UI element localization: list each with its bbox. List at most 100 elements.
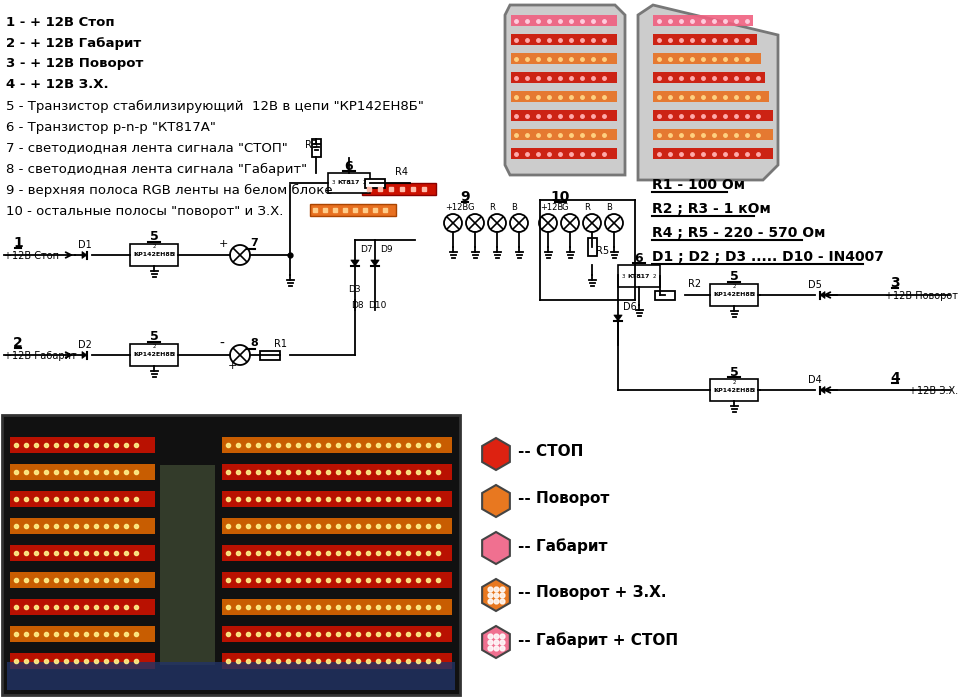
Bar [10, 464, 155, 480]
Text: 1: 1 [637, 273, 640, 278]
Text: КР142ЕН8Б: КР142ЕН8Б [713, 387, 755, 393]
Bar [310, 204, 396, 216]
Bar [130, 244, 178, 266]
Text: 9 - верхняя полоса RGB ленты на белом блоке: 9 - верхняя полоса RGB ленты на белом бл… [6, 183, 332, 196]
Bar [618, 265, 660, 287]
Bar [653, 91, 769, 102]
Text: -- Поворот: -- Поворот [518, 491, 610, 507]
Bar [222, 653, 452, 669]
Bar [328, 173, 370, 193]
Circle shape [583, 214, 601, 232]
Text: R2 ; R3 - 1 кОм: R2 ; R3 - 1 кОм [652, 202, 771, 216]
Bar [222, 545, 452, 561]
Circle shape [539, 214, 557, 232]
Text: -- Поворот + З.Х.: -- Поворот + З.Х. [518, 586, 666, 600]
Bar [653, 53, 761, 64]
Text: 7: 7 [250, 238, 257, 248]
Polygon shape [613, 315, 622, 321]
Text: +12В Поворот: +12В Поворот [885, 291, 958, 301]
Text: 10: 10 [550, 190, 569, 204]
Text: 3: 3 [622, 273, 626, 278]
Text: 7 - светодиодная лента сигнала "СТОП": 7 - светодиодная лента сигнала "СТОП" [6, 141, 288, 154]
Text: D2: D2 [78, 340, 92, 350]
Polygon shape [505, 5, 625, 175]
Bar [10, 545, 155, 561]
Text: R: R [584, 203, 589, 212]
Text: B: B [511, 203, 516, 212]
Polygon shape [638, 5, 778, 180]
Bar [260, 351, 280, 360]
Bar [222, 437, 452, 453]
Bar [511, 110, 617, 121]
Text: R1 - 100 Ом: R1 - 100 Ом [652, 178, 745, 192]
Bar [511, 53, 617, 64]
Text: 2: 2 [13, 336, 23, 350]
Text: 2: 2 [653, 273, 656, 278]
Text: КТ817: КТ817 [338, 180, 360, 185]
Text: КР142ЕН8Б: КР142ЕН8Б [133, 352, 175, 357]
Bar [312, 139, 321, 157]
Bar [10, 518, 155, 534]
Bar [10, 599, 155, 615]
Text: 2: 2 [363, 180, 366, 185]
Text: 1: 1 [13, 236, 23, 250]
Polygon shape [482, 579, 510, 611]
Text: D1: D1 [78, 240, 92, 250]
Text: G: G [562, 203, 568, 212]
Text: 6: 6 [635, 252, 643, 264]
Text: D4: D4 [808, 375, 822, 385]
Circle shape [466, 214, 484, 232]
Bar [362, 183, 436, 195]
Text: 8: 8 [250, 338, 257, 348]
Bar [511, 148, 617, 159]
Bar [710, 379, 758, 401]
Bar [365, 179, 385, 188]
Text: 1: 1 [133, 352, 136, 357]
Text: +12В: +12В [445, 203, 468, 212]
Text: 4: 4 [890, 371, 900, 385]
Text: КР142ЕН8Б: КР142ЕН8Б [713, 292, 755, 298]
Bar [10, 572, 155, 588]
Text: -- Габарит: -- Габарит [518, 538, 608, 554]
Bar [130, 344, 178, 366]
Text: 2: 2 [732, 284, 735, 289]
Polygon shape [82, 352, 87, 359]
Bar [10, 491, 155, 507]
Text: -- СТОП: -- СТОП [518, 445, 584, 459]
Polygon shape [820, 387, 825, 394]
Bar [511, 15, 617, 26]
Text: D1 ; D2 ; D3 ..... D10 - IN4007: D1 ; D2 ; D3 ..... D10 - IN4007 [652, 250, 884, 264]
Text: R4: R4 [395, 167, 408, 177]
Text: +12В Стоп: +12В Стоп [4, 251, 59, 261]
Bar [588, 238, 597, 256]
Polygon shape [350, 260, 359, 266]
Circle shape [488, 214, 506, 232]
Text: +: + [219, 239, 228, 249]
Text: R1: R1 [274, 339, 287, 349]
Text: D10: D10 [368, 301, 386, 310]
Polygon shape [482, 626, 510, 658]
Polygon shape [482, 485, 510, 517]
Bar [653, 148, 773, 159]
Text: +12В: +12В [540, 203, 564, 212]
Text: 3: 3 [172, 252, 175, 257]
Text: D6: D6 [623, 302, 636, 312]
Text: 1: 1 [348, 180, 350, 185]
Polygon shape [82, 252, 87, 259]
Text: 3: 3 [890, 276, 900, 290]
Circle shape [444, 214, 462, 232]
Text: 1: 1 [713, 387, 716, 393]
Text: 3: 3 [332, 180, 335, 185]
Text: 3 - + 12В Поворот: 3 - + 12В Поворот [6, 57, 143, 71]
Bar [511, 34, 617, 45]
Bar [222, 572, 452, 588]
Text: 9: 9 [460, 190, 469, 204]
Bar [653, 15, 753, 26]
Text: 1: 1 [133, 252, 136, 257]
Text: R2: R2 [688, 279, 701, 289]
Text: D9: D9 [380, 245, 393, 254]
Text: +12В З.Х.: +12В З.Х. [909, 386, 958, 396]
Text: 1: 1 [713, 292, 716, 298]
Bar [222, 518, 452, 534]
Polygon shape [371, 260, 379, 266]
